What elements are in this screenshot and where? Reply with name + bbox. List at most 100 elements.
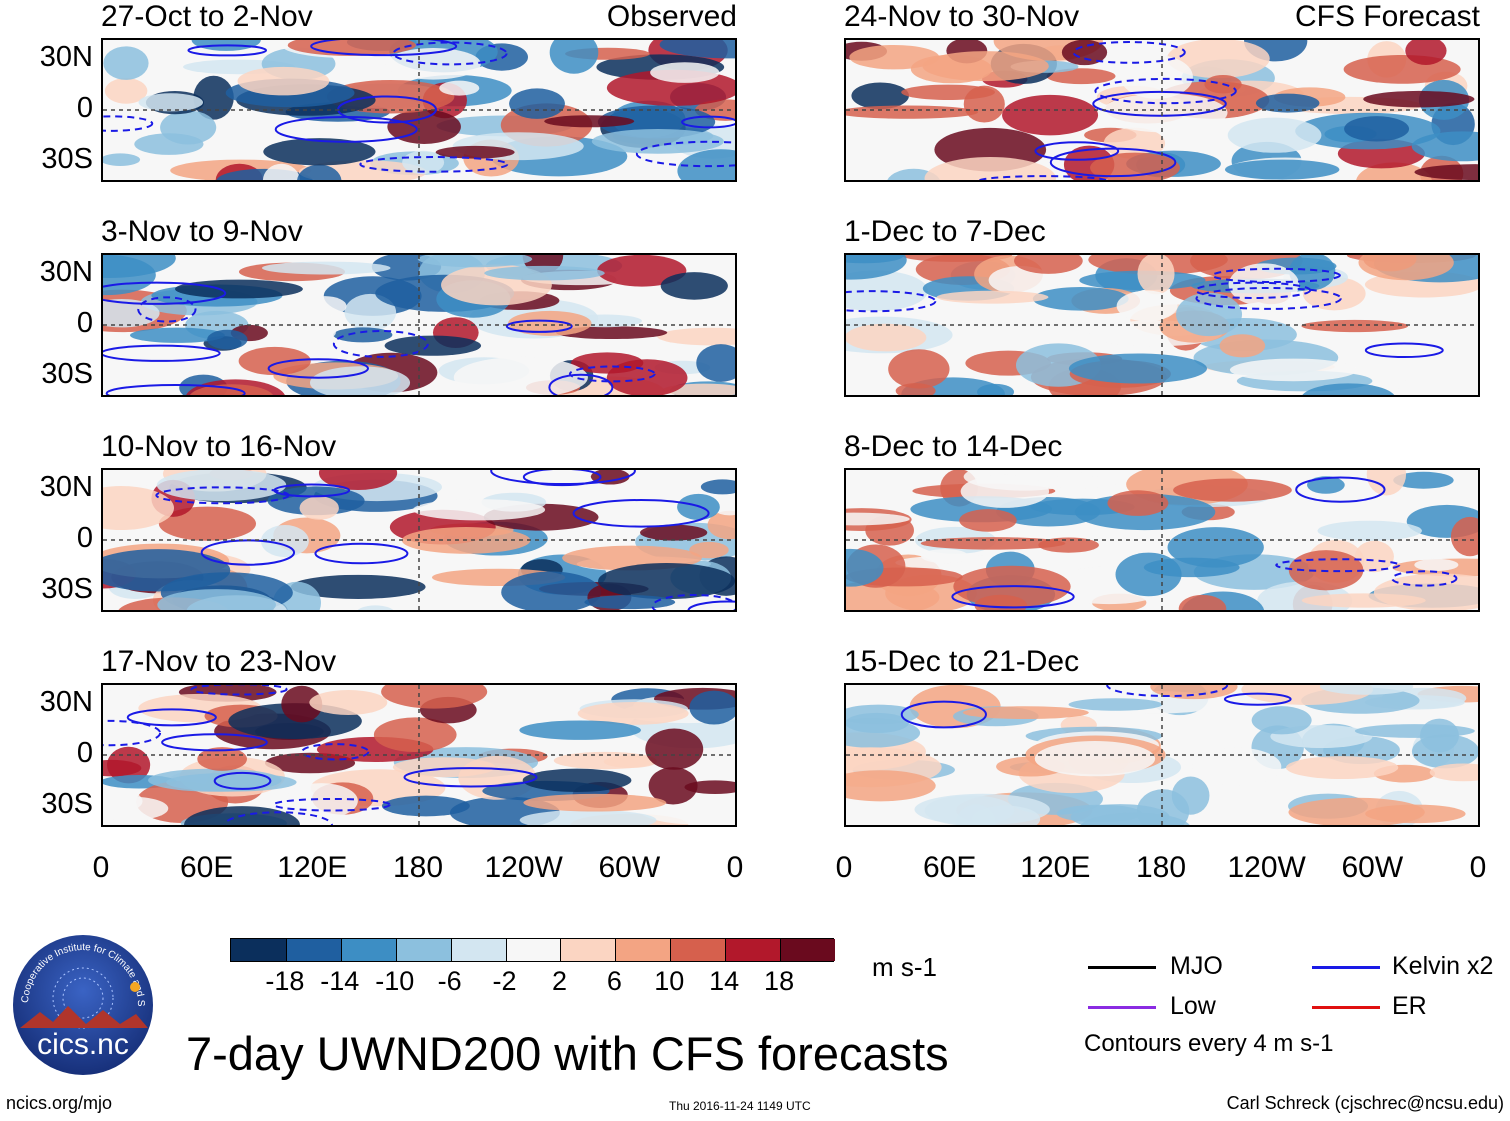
- kelvin-contour: [651, 593, 735, 610]
- anomaly-cell: [1229, 358, 1358, 382]
- anomaly-cell: [888, 349, 950, 389]
- anomaly-cell: [901, 84, 995, 101]
- colorbar-swatch: [340, 939, 397, 961]
- kelvin-contour: [267, 358, 369, 379]
- anomaly-cell: [318, 470, 398, 491]
- anomaly-cell: [1411, 131, 1478, 162]
- anomaly-cell: [1307, 476, 1345, 494]
- x-tick-label: 60W: [598, 851, 661, 884]
- anomaly-cell: [435, 145, 515, 159]
- y-tick-label: 0: [76, 737, 93, 769]
- legend-line-kelvin: [1312, 966, 1380, 969]
- anomaly-cell: [1343, 54, 1461, 84]
- anomaly-cell: [677, 149, 735, 180]
- anomaly-cell: [238, 346, 311, 376]
- kelvin-contour: [314, 542, 409, 565]
- anomaly-cell: [846, 579, 940, 610]
- kelvin-contour: [403, 767, 538, 788]
- anomaly-cell: [1014, 255, 1083, 274]
- colorbar-label: 2: [551, 966, 567, 996]
- anomaly-cell: [1032, 286, 1129, 311]
- anomaly-cell: [281, 685, 323, 723]
- anomaly-cell: [1358, 255, 1454, 281]
- colorbar-swatch: [285, 939, 342, 961]
- anomaly-cell: [508, 310, 592, 336]
- anomaly-cell: [262, 163, 301, 180]
- column-label-observed: Observed: [606, 0, 737, 33]
- colorbar-units: m s-1: [872, 952, 937, 982]
- y-tick-label: 0: [76, 522, 93, 554]
- column-label-forecast: CFS Forecast: [1294, 0, 1480, 33]
- y-tick-label: 30N: [39, 471, 93, 503]
- legend-label-kelvin: Kelvin x2: [1392, 952, 1494, 980]
- anomaly-cell: [280, 322, 336, 343]
- anomaly-cell: [297, 164, 342, 180]
- anomaly-cell: [590, 470, 630, 485]
- colorbar-swatch: [395, 939, 452, 961]
- anomaly-cell: [1301, 593, 1426, 608]
- heatmap-panel-4: [101, 683, 737, 827]
- kelvin-contour: [548, 373, 614, 395]
- anomaly-cell: [920, 537, 1066, 550]
- anomaly-cell: [689, 541, 729, 559]
- anomaly-cell: [846, 712, 909, 734]
- colorbar: [230, 938, 836, 962]
- anomaly-cell: [1167, 40, 1270, 79]
- anomaly-cell: [553, 751, 657, 770]
- panel-title-5: 24-Nov to 30-Nov: [844, 0, 1080, 33]
- anomaly-cell: [1301, 319, 1409, 333]
- anomaly-cell: [287, 40, 416, 56]
- anomaly-cell: [846, 512, 910, 526]
- anomaly-cell: [544, 115, 635, 128]
- legend-line-mjo: [1088, 966, 1156, 969]
- y-tick-label: 30N: [39, 41, 93, 73]
- anomaly-cell: [846, 770, 936, 802]
- kelvin-contour: [1094, 77, 1237, 105]
- anomaly-cell: [700, 479, 735, 495]
- anomaly-cell: [1137, 255, 1175, 295]
- anomaly-cell: [284, 783, 358, 819]
- kelvin-contour: [978, 175, 1108, 180]
- colorbar-label: -2: [492, 966, 517, 996]
- anomaly-cell: [412, 499, 546, 521]
- logo-text: cics.nc: [37, 1028, 129, 1061]
- anomaly-cell: [207, 329, 248, 350]
- anomaly-cell: [684, 780, 735, 794]
- colorbar-label: 18: [764, 966, 795, 996]
- anomaly-cell: [922, 51, 1049, 82]
- kelvin-contour: [190, 685, 288, 696]
- kelvin-contour: [687, 600, 735, 610]
- colorbar-swatch: [780, 939, 836, 961]
- panel-title-1: 27-Oct to 2-Nov: [101, 0, 313, 33]
- y-tick-label: 30N: [39, 256, 93, 288]
- anomaly-cell: [1397, 376, 1444, 395]
- anomaly-cell: [1288, 797, 1425, 825]
- anomaly-cell: [1405, 40, 1447, 65]
- colorbar-label: -6: [437, 966, 462, 996]
- kelvin-contour: [1391, 570, 1458, 587]
- anomaly-cell: [357, 605, 394, 610]
- anomaly-cell: [103, 46, 149, 80]
- anomaly-cell: [577, 702, 689, 725]
- anomaly-cell: [197, 747, 247, 771]
- anomaly-cell: [103, 299, 160, 328]
- anomaly-cell: [1150, 685, 1238, 700]
- site-link[interactable]: ncics.org/mjo: [6, 1093, 113, 1113]
- x-tick-label: 120E: [277, 851, 348, 884]
- anomaly-cell: [417, 255, 533, 268]
- author: Carl Schreck (cjschrec@ncsu.edu): [1226, 1093, 1504, 1113]
- anomaly-cell: [1366, 470, 1407, 496]
- colorbar-label: -18: [265, 966, 305, 996]
- x-tick-label: 120W: [484, 851, 563, 884]
- anomaly-cell: [103, 789, 143, 813]
- anomaly-cell: [591, 128, 724, 154]
- colorbar-label: -10: [375, 966, 415, 996]
- anomaly-cell: [1046, 68, 1116, 85]
- anomaly-cell: [1120, 55, 1193, 99]
- kelvin-contour: [635, 140, 735, 168]
- anomaly-cell: [381, 685, 488, 709]
- anomaly-cell: [509, 88, 565, 119]
- y-tick-label: 30S: [41, 143, 93, 175]
- panel-title-6: 1-Dec to 7-Dec: [844, 215, 1046, 248]
- colorbar-swatch: [725, 939, 781, 961]
